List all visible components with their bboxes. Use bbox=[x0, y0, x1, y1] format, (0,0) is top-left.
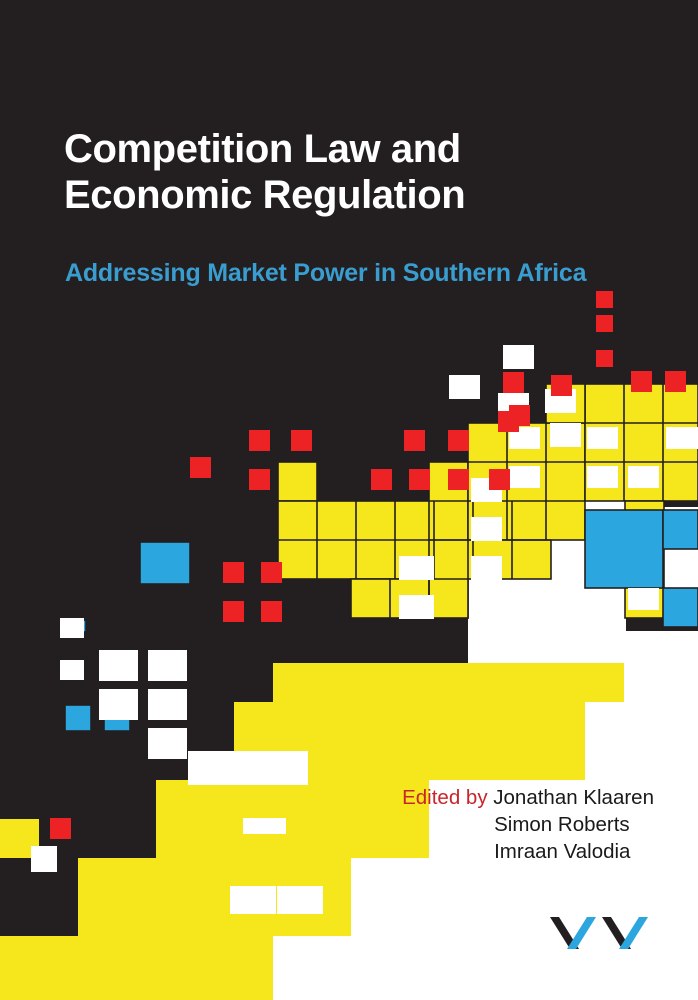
mosaic-red-square bbox=[448, 469, 469, 490]
mosaic-white-square bbox=[550, 423, 581, 447]
editor-name-3: Imraan Valodia bbox=[494, 840, 631, 863]
page-subtitle: Addressing Market Power in Southern Afri… bbox=[65, 259, 587, 287]
mosaic-white-square bbox=[587, 427, 618, 449]
editors-row-2: Simon Roberts bbox=[402, 811, 654, 838]
logo-stroke-4-blue bbox=[619, 917, 648, 949]
mosaic-red-square bbox=[223, 562, 244, 583]
mosaic-white-square bbox=[60, 660, 84, 680]
mosaic-red-square bbox=[551, 375, 572, 396]
mosaic-red-square bbox=[249, 430, 270, 451]
logo-stroke-1-black bbox=[550, 917, 579, 949]
mosaic-red-square bbox=[404, 430, 425, 451]
mosaic-white-square bbox=[99, 650, 138, 681]
mosaic-red-square bbox=[190, 457, 211, 478]
mosaic-red-square bbox=[261, 601, 282, 622]
logo-stroke-3-black bbox=[602, 917, 631, 949]
mosaic-white-square bbox=[148, 689, 187, 720]
mosaic-red-square bbox=[371, 469, 392, 490]
mosaic-blue-block bbox=[662, 587, 698, 628]
mosaic-white-square bbox=[99, 689, 138, 720]
logo-stroke-2-blue bbox=[567, 917, 596, 949]
mosaic-red-square bbox=[596, 291, 613, 308]
mosaic-red-square bbox=[631, 371, 652, 392]
mosaic-white-square bbox=[471, 517, 502, 541]
mosaic-white-square bbox=[188, 751, 308, 785]
mosaic-red-square bbox=[665, 371, 686, 392]
editors-credit: Edited by Jonathan Klaaren Simon Roberts… bbox=[402, 784, 654, 865]
mosaic-white-square bbox=[449, 375, 480, 399]
mosaic-white-square bbox=[587, 466, 618, 488]
mosaic-blue-block bbox=[139, 541, 191, 585]
mosaic-red-square bbox=[489, 469, 510, 490]
title-line-1: Competition Law and bbox=[64, 127, 461, 171]
mosaic-white-square bbox=[628, 466, 659, 488]
editor-name-2: Simon Roberts bbox=[494, 813, 630, 836]
mosaic-blue-block bbox=[584, 509, 664, 589]
publisher-logo-icon bbox=[550, 917, 648, 949]
mosaic-red-square bbox=[596, 315, 613, 332]
page-title: Competition Law and Economic Regulation bbox=[64, 126, 664, 218]
mosaic-white-square bbox=[399, 595, 434, 619]
mosaic-red-square bbox=[223, 601, 244, 622]
mosaic-yellow-staircase-block bbox=[0, 936, 273, 1000]
editors-row-1: Edited by Jonathan Klaaren bbox=[402, 784, 654, 811]
mosaic-red-square bbox=[448, 430, 469, 451]
editor-name-1: Jonathan Klaaren bbox=[493, 786, 654, 809]
mosaic-white-square bbox=[277, 886, 323, 914]
mosaic-white-square bbox=[503, 345, 534, 369]
mosaic-white-square bbox=[243, 818, 286, 834]
mosaic-red-square bbox=[261, 562, 282, 583]
mosaic-red-square bbox=[291, 430, 312, 451]
mosaic-white-square bbox=[60, 618, 84, 638]
mosaic-white-square bbox=[471, 595, 502, 619]
mosaic-white-square bbox=[148, 728, 187, 759]
editors-row-3: Imraan Valodia bbox=[402, 838, 654, 865]
mosaic-white-square bbox=[509, 427, 540, 449]
mosaic-white-square bbox=[628, 588, 659, 610]
mosaic-white-square bbox=[666, 427, 698, 449]
mosaic-white-square bbox=[148, 650, 187, 681]
mosaic-blue-block bbox=[662, 509, 698, 550]
mosaic-blue-block bbox=[64, 704, 92, 732]
mosaic-dark-patch bbox=[0, 780, 39, 819]
mosaic-white-square bbox=[399, 556, 434, 580]
title-line-2: Economic Regulation bbox=[64, 173, 466, 217]
mosaic-white-square bbox=[509, 466, 540, 488]
mosaic-red-square bbox=[596, 350, 613, 367]
mosaic-red-square bbox=[509, 405, 530, 426]
mosaic-white-square bbox=[31, 846, 57, 872]
mosaic-yellow-staircase-block bbox=[273, 663, 624, 702]
mosaic-red-square bbox=[503, 372, 524, 393]
mosaic-white-square bbox=[471, 556, 502, 580]
mosaic-white-staircase-block bbox=[195, 936, 698, 1000]
mosaic-yellow-grid-block bbox=[277, 461, 318, 502]
mosaic-red-square bbox=[409, 469, 430, 490]
mosaic-red-square bbox=[50, 818, 71, 839]
mosaic-red-square bbox=[249, 469, 270, 490]
editors-label: Edited by bbox=[402, 786, 488, 809]
mosaic-white-square bbox=[230, 886, 276, 914]
mosaic-yellow-staircase-block bbox=[156, 780, 429, 858]
